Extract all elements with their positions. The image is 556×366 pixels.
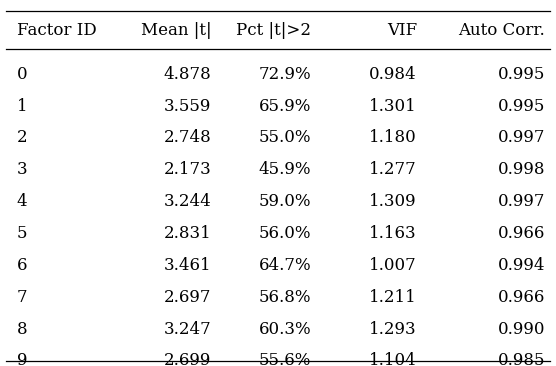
Text: 0.994: 0.994 xyxy=(498,257,545,274)
Text: 1.104: 1.104 xyxy=(369,352,417,366)
Text: Factor ID: Factor ID xyxy=(17,22,96,38)
Text: 2.831: 2.831 xyxy=(163,225,211,242)
Text: 2.699: 2.699 xyxy=(164,352,211,366)
Text: 1.277: 1.277 xyxy=(369,161,417,178)
Text: 0.997: 0.997 xyxy=(498,193,545,210)
Text: Pct |t|>2: Pct |t|>2 xyxy=(236,22,311,38)
Text: 0.997: 0.997 xyxy=(498,130,545,146)
Text: 0.985: 0.985 xyxy=(498,352,545,366)
Text: 2: 2 xyxy=(17,130,27,146)
Text: 3.247: 3.247 xyxy=(163,321,211,337)
Text: 55.6%: 55.6% xyxy=(259,352,311,366)
Text: 59.0%: 59.0% xyxy=(259,193,311,210)
Text: 0: 0 xyxy=(17,66,27,83)
Text: 1.211: 1.211 xyxy=(369,289,417,306)
Text: 3.244: 3.244 xyxy=(163,193,211,210)
Text: 0.990: 0.990 xyxy=(498,321,545,337)
Text: 60.3%: 60.3% xyxy=(259,321,311,337)
Text: 45.9%: 45.9% xyxy=(259,161,311,178)
Text: VIF: VIF xyxy=(387,22,417,38)
Text: 64.7%: 64.7% xyxy=(259,257,311,274)
Text: 1.301: 1.301 xyxy=(369,98,417,115)
Text: 1.180: 1.180 xyxy=(369,130,417,146)
Text: 0.966: 0.966 xyxy=(498,289,545,306)
Text: 0.984: 0.984 xyxy=(369,66,417,83)
Text: 1.163: 1.163 xyxy=(369,225,417,242)
Text: 1.293: 1.293 xyxy=(369,321,417,337)
Text: 1.309: 1.309 xyxy=(369,193,417,210)
Text: 4: 4 xyxy=(17,193,27,210)
Text: 55.0%: 55.0% xyxy=(259,130,311,146)
Text: 2.173: 2.173 xyxy=(163,161,211,178)
Text: 4.878: 4.878 xyxy=(163,66,211,83)
Text: 0.995: 0.995 xyxy=(498,66,545,83)
Text: 2.697: 2.697 xyxy=(164,289,211,306)
Text: 3.559: 3.559 xyxy=(164,98,211,115)
Text: 2.748: 2.748 xyxy=(163,130,211,146)
Text: 0.995: 0.995 xyxy=(498,98,545,115)
Text: 3: 3 xyxy=(17,161,27,178)
Text: 9: 9 xyxy=(17,352,27,366)
Text: 1: 1 xyxy=(17,98,27,115)
Text: Mean |t|: Mean |t| xyxy=(141,22,211,38)
Text: 56.8%: 56.8% xyxy=(259,289,311,306)
Text: Auto Corr.: Auto Corr. xyxy=(458,22,545,38)
Text: 8: 8 xyxy=(17,321,27,337)
Text: 65.9%: 65.9% xyxy=(259,98,311,115)
Text: 7: 7 xyxy=(17,289,27,306)
Text: 5: 5 xyxy=(17,225,27,242)
Text: 6: 6 xyxy=(17,257,27,274)
Text: 56.0%: 56.0% xyxy=(259,225,311,242)
Text: 0.966: 0.966 xyxy=(498,225,545,242)
Text: 3.461: 3.461 xyxy=(163,257,211,274)
Text: 1.007: 1.007 xyxy=(369,257,417,274)
Text: 0.998: 0.998 xyxy=(498,161,545,178)
Text: 72.9%: 72.9% xyxy=(259,66,311,83)
